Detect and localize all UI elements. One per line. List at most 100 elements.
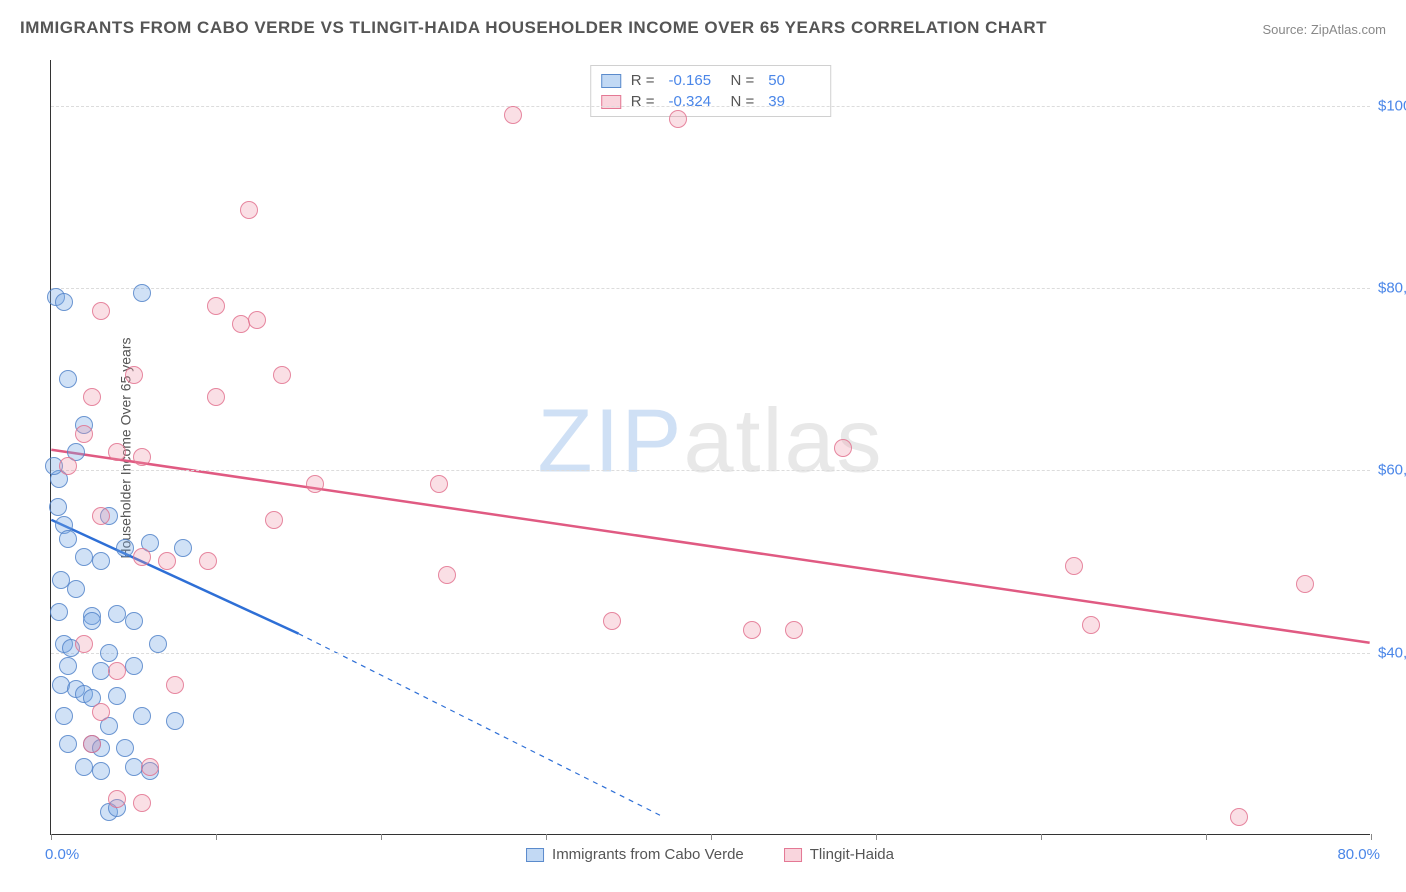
data-point bbox=[141, 758, 159, 776]
data-point bbox=[504, 106, 522, 124]
data-point bbox=[59, 530, 77, 548]
legend-n-value: 50 bbox=[768, 72, 820, 89]
data-point bbox=[59, 457, 77, 475]
legend-n-label: N = bbox=[731, 72, 755, 89]
data-point bbox=[83, 735, 101, 753]
data-point bbox=[669, 110, 687, 128]
legend-row: R = -0.165 N = 50 bbox=[601, 70, 821, 91]
chart-area: Householder Income Over 65 years ZIPatla… bbox=[50, 60, 1370, 835]
legend-r-label: R = bbox=[631, 93, 655, 110]
data-point bbox=[49, 498, 67, 516]
data-point bbox=[75, 548, 93, 566]
data-point bbox=[232, 315, 250, 333]
data-point bbox=[83, 388, 101, 406]
data-point bbox=[430, 475, 448, 493]
data-point bbox=[125, 366, 143, 384]
legend-item: Tlingit-Haida bbox=[784, 846, 894, 863]
data-point bbox=[108, 662, 126, 680]
data-point bbox=[133, 548, 151, 566]
data-point bbox=[116, 739, 134, 757]
trend-lines bbox=[51, 60, 1370, 834]
data-point bbox=[785, 621, 803, 639]
gridline bbox=[51, 106, 1370, 107]
data-point bbox=[1296, 575, 1314, 593]
x-max-label: 80.0% bbox=[1337, 846, 1380, 863]
watermark: ZIPatlas bbox=[537, 390, 883, 493]
y-tick-label: $60,000 bbox=[1378, 462, 1406, 479]
source-attribution: Source: ZipAtlas.com bbox=[1262, 22, 1386, 37]
legend-r-label: R = bbox=[631, 72, 655, 89]
x-tick bbox=[876, 834, 877, 840]
data-point bbox=[166, 712, 184, 730]
data-point bbox=[59, 370, 77, 388]
data-point bbox=[59, 657, 77, 675]
correlation-legend: R = -0.165 N = 50 R = -0.324 N = 39 bbox=[590, 65, 832, 117]
y-tick-label: $100,000 bbox=[1378, 97, 1406, 114]
legend-r-value: -0.324 bbox=[669, 93, 721, 110]
data-point bbox=[743, 621, 761, 639]
data-point bbox=[92, 552, 110, 570]
legend-swatch bbox=[526, 848, 544, 862]
data-point bbox=[207, 297, 225, 315]
data-point bbox=[50, 603, 68, 621]
data-point bbox=[75, 635, 93, 653]
data-point bbox=[603, 612, 621, 630]
x-tick bbox=[381, 834, 382, 840]
data-point bbox=[92, 507, 110, 525]
data-point bbox=[133, 284, 151, 302]
legend-series-name: Immigrants from Cabo Verde bbox=[552, 846, 744, 863]
legend-n-value: 39 bbox=[768, 93, 820, 110]
legend-r-value: -0.165 bbox=[669, 72, 721, 89]
data-point bbox=[92, 302, 110, 320]
legend-row: R = -0.324 N = 39 bbox=[601, 91, 821, 112]
data-point bbox=[133, 707, 151, 725]
data-point bbox=[108, 605, 126, 623]
x-tick bbox=[216, 834, 217, 840]
y-tick-label: $40,000 bbox=[1378, 644, 1406, 661]
data-point bbox=[248, 311, 266, 329]
legend-n-label: N = bbox=[731, 93, 755, 110]
data-point bbox=[265, 511, 283, 529]
x-tick bbox=[1371, 834, 1372, 840]
data-point bbox=[125, 758, 143, 776]
data-point bbox=[52, 571, 70, 589]
data-point bbox=[273, 366, 291, 384]
data-point bbox=[55, 293, 73, 311]
data-point bbox=[1082, 616, 1100, 634]
data-point bbox=[108, 790, 126, 808]
data-point bbox=[133, 448, 151, 466]
data-point bbox=[834, 439, 852, 457]
series-legend: Immigrants from Cabo Verde Tlingit-Haida bbox=[526, 846, 894, 863]
gridline bbox=[51, 470, 1370, 471]
data-point bbox=[92, 762, 110, 780]
y-tick-label: $80,000 bbox=[1378, 279, 1406, 296]
legend-swatch bbox=[784, 848, 802, 862]
x-tick bbox=[1206, 834, 1207, 840]
data-point bbox=[306, 475, 324, 493]
data-point bbox=[207, 388, 225, 406]
legend-item: Immigrants from Cabo Verde bbox=[526, 846, 744, 863]
data-point bbox=[438, 566, 456, 584]
data-point bbox=[125, 612, 143, 630]
plot-region: ZIPatlas R = -0.165 N = 50 R = -0.324 N = 39 bbox=[50, 60, 1370, 835]
data-point bbox=[1230, 808, 1248, 826]
data-point bbox=[1065, 557, 1083, 575]
data-point bbox=[92, 703, 110, 721]
data-point bbox=[166, 676, 184, 694]
legend-series-name: Tlingit-Haida bbox=[810, 846, 894, 863]
x-min-label: 0.0% bbox=[45, 846, 79, 863]
data-point bbox=[174, 539, 192, 557]
data-point bbox=[83, 612, 101, 630]
gridline bbox=[51, 653, 1370, 654]
data-point bbox=[149, 635, 167, 653]
data-point bbox=[133, 794, 151, 812]
data-point bbox=[116, 539, 134, 557]
gridline bbox=[51, 288, 1370, 289]
x-tick bbox=[51, 834, 52, 840]
data-point bbox=[59, 735, 77, 753]
data-point bbox=[108, 443, 126, 461]
data-point bbox=[125, 657, 143, 675]
data-point bbox=[158, 552, 176, 570]
data-point bbox=[199, 552, 217, 570]
x-tick bbox=[711, 834, 712, 840]
